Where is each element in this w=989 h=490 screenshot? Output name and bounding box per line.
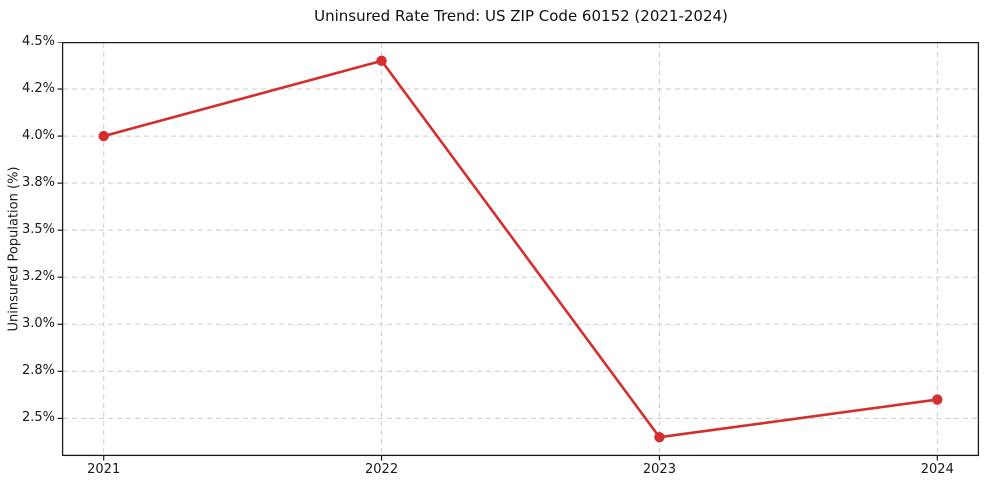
x-tick-label: 2021: [87, 462, 121, 477]
y-tick-label: 2.5%: [21, 410, 55, 426]
y-tick-label: 4.5%: [21, 34, 55, 49]
y-tick-label: 3.0%: [21, 316, 55, 332]
data-point-2022: [376, 55, 387, 67]
y-tick-label: 4.2%: [21, 81, 55, 97]
x-tick-label: 2022: [365, 462, 399, 477]
line-chart-svg: [57, 42, 980, 461]
x-tick-label: 2023: [642, 462, 676, 477]
plot-border: [61, 42, 980, 457]
y-tick-label: 4.0%: [21, 128, 55, 144]
data-point-2021: [98, 130, 109, 142]
y-tick-label: 3.2%: [21, 269, 55, 285]
y-axis-title: Uninsured Population (%): [6, 166, 22, 332]
trend-line: [102, 59, 939, 439]
x-tick-label: 2024: [920, 462, 954, 477]
y-tick-label: 3.5%: [21, 222, 55, 238]
data-point-2024: [932, 394, 943, 405]
y-tick-label: 2.8%: [21, 363, 55, 379]
chart-title: Uninsured Rate Trend: US ZIP Code 60152 …: [314, 7, 728, 25]
data-point-2023: [654, 431, 665, 443]
y-tick-label: 3.8%: [21, 175, 55, 191]
